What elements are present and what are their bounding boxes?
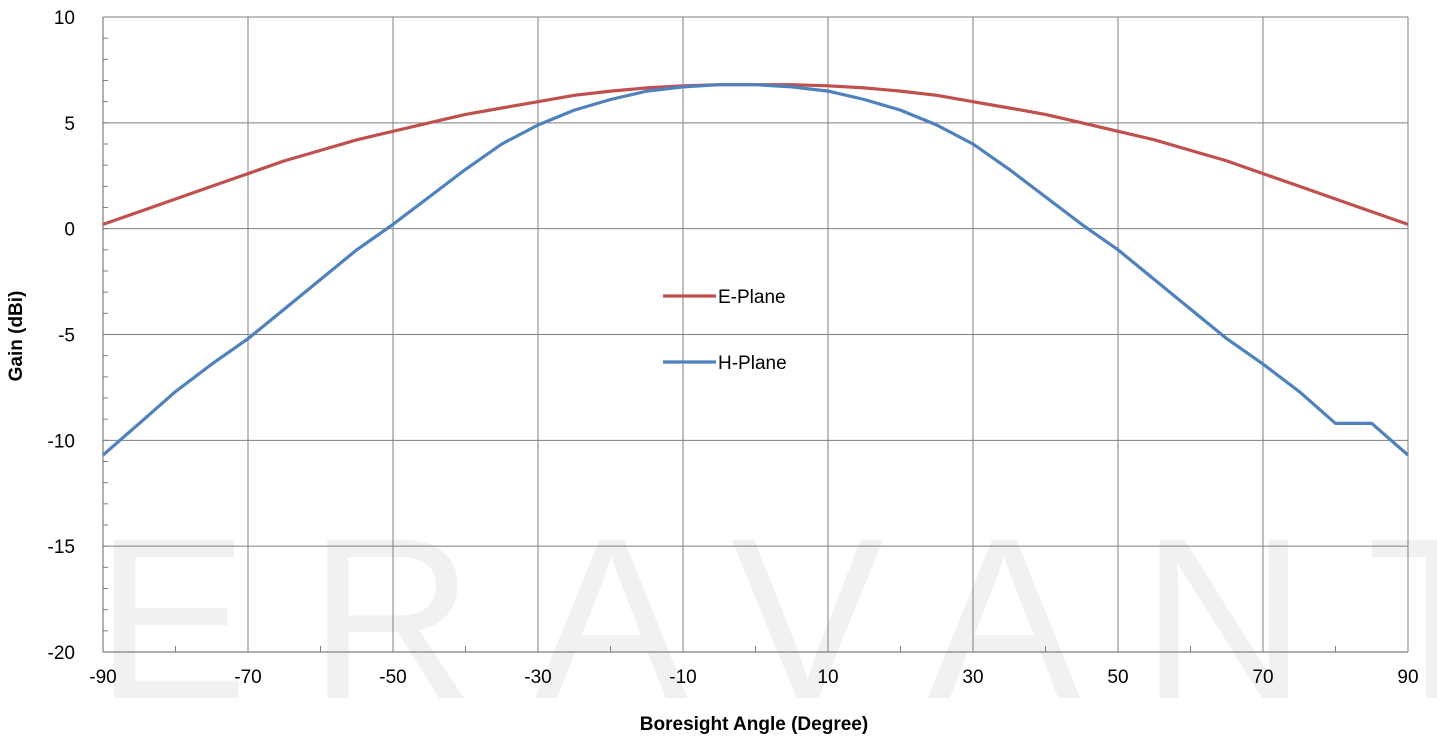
legend-label-e-plane: E-Plane (718, 287, 786, 308)
y-tick-label: 0 (64, 220, 75, 241)
x-tick-label: 50 (1107, 667, 1128, 688)
x-tick-label: 30 (962, 667, 983, 688)
x-tick-label: -50 (379, 667, 406, 688)
y-tick-label: 5 (64, 114, 75, 135)
x-tick-label: 10 (817, 667, 838, 688)
grid (102, 16, 1409, 653)
x-tick-label: -30 (524, 667, 551, 688)
x-tick-label: -70 (234, 667, 261, 688)
series-line-h-plane (101, 83, 1410, 457)
y-axis-title: Gain (dBi) (6, 291, 27, 382)
x-axis-title: Boresight Angle (Degree) (640, 714, 868, 735)
y-tick-label: -15 (48, 537, 75, 558)
legend: E-Plane H-Plane (663, 287, 787, 374)
series (101, 83, 1410, 457)
y-tick-label: -5 (58, 326, 75, 347)
y-tick-label: -20 (48, 643, 75, 664)
x-tick-label: 70 (1252, 667, 1273, 688)
x-tick-label: -10 (669, 667, 696, 688)
y-tick-label: 10 (54, 8, 75, 29)
legend-label-h-plane: H-Plane (718, 353, 787, 374)
watermark: ERAVANT (95, 490, 1437, 740)
x-tick-label: 90 (1397, 667, 1418, 688)
watermark-text: ERAVANT (95, 490, 1437, 740)
series-line-e-plane (102, 83, 1409, 226)
y-tick-label: -10 (48, 431, 75, 452)
x-tick-label: -90 (89, 667, 116, 688)
